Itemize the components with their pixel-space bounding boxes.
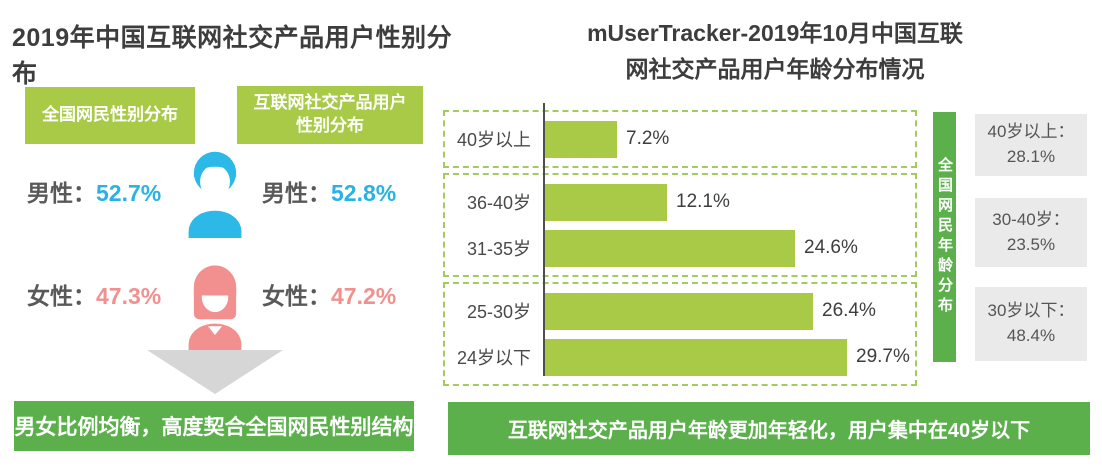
right-title-line2: 网社交产品用户年龄分布情况 — [625, 55, 925, 82]
header-national-gender: 全国网民性别分布 — [25, 87, 195, 144]
national-female-stat: 女性：47.3% — [27, 277, 161, 311]
header-social-gender-line2: 性别分布 — [296, 116, 364, 135]
national-female-value: 47.3% — [96, 283, 162, 309]
right-conclusion-banner: 互联网社交产品用户年龄更加年轻化，用户集中在40岁以下 — [448, 402, 1090, 455]
ref-box-over40-text: 40岁以上：28.1% — [987, 122, 1075, 166]
social-female-value: 47.2% — [331, 283, 397, 309]
category-label: 36-40岁 — [466, 193, 531, 213]
right-conclusion-text: 互联网社交产品用户年龄更加年轻化，用户集中在40岁以下 — [507, 420, 1031, 442]
national-male-value: 52.7% — [96, 180, 162, 206]
bar-row: 36-40岁 12.1% — [445, 179, 915, 225]
left-conclusion-text: 男女比例均衡，高度契合全国网民性别结构 — [14, 416, 414, 439]
category-label: 40岁以上 — [456, 130, 531, 150]
age-group-box-over40: 40岁以上 7.2% — [443, 110, 917, 168]
bar-25-30 — [544, 292, 813, 330]
value-label: 29.7% — [856, 346, 910, 367]
bar-row: 24岁以下 29.7% — [445, 334, 915, 380]
social-female-label: 女性： — [262, 283, 331, 309]
age-group-box-under30: 25-30岁 26.4% 24岁以下 29.7% — [443, 282, 917, 386]
social-female-stat: 女性：47.2% — [262, 277, 396, 311]
bar-row: 40岁以上 7.2% — [445, 116, 915, 162]
age-group-box-31-40: 36-40岁 12.1% 31-35岁 24.6% — [443, 173, 917, 277]
female-person-icon — [183, 262, 247, 355]
header-social-gender-line1: 互联网社交产品用户 — [253, 93, 407, 113]
national-age-sidebar-label: 全国网民年龄分布 — [936, 157, 953, 317]
social-male-value: 52.8% — [331, 180, 397, 206]
value-label: 24.6% — [804, 237, 858, 258]
y-axis-line — [543, 103, 545, 376]
national-age-sidebar: 全国网民年龄分布 — [933, 112, 956, 362]
male-person-icon — [183, 150, 247, 243]
social-male-stat: 男性：52.8% — [262, 174, 396, 208]
ref-box-30-40: 30-40岁：23.5% — [975, 198, 1087, 267]
national-female-label: 女性： — [27, 283, 96, 309]
age-bar-chart: 40岁以上 7.2% 36-40岁 12.1% 31-35岁 24.6% — [443, 103, 917, 391]
left-conclusion-banner: 男女比例均衡，高度契合全国网民性别结构 — [14, 401, 414, 451]
category-label: 24岁以下 — [456, 348, 531, 368]
bar-over40 — [544, 120, 617, 158]
ref-box-30-40-text: 30-40岁：23.5% — [992, 209, 1070, 254]
ref-box-under30-text: 30岁以下：48.4% — [987, 301, 1075, 345]
bar-31-35 — [544, 229, 795, 267]
national-male-label: 男性： — [27, 180, 96, 206]
value-label: 12.1% — [676, 191, 730, 212]
national-male-stat: 男性：52.7% — [27, 174, 161, 208]
bar-under24 — [544, 338, 847, 376]
ref-box-over40: 40岁以上：28.1% — [975, 114, 1087, 176]
bar-row: 31-35岁 24.6% — [445, 225, 915, 271]
social-male-label: 男性： — [262, 180, 331, 206]
left-panel-title: 2019年中国互联网社交产品用户性别分布 — [12, 24, 453, 88]
ref-box-under30: 30岁以下：48.4% — [975, 287, 1087, 361]
down-arrow-icon — [147, 350, 283, 394]
category-label: 25-30岁 — [466, 302, 531, 322]
right-panel-title: mUserTracker-2019年10月中国互联 网社交产品用户年龄分布情况 — [455, 16, 1095, 87]
right-title-line1: mUserTracker-2019年10月中国互联 — [587, 20, 963, 46]
category-label: 31-35岁 — [466, 239, 531, 259]
value-label: 26.4% — [822, 300, 876, 321]
bar-36-40 — [544, 183, 667, 221]
bar-row: 25-30岁 26.4% — [445, 288, 915, 334]
header-national-gender-label: 全国网民性别分布 — [42, 105, 178, 125]
header-social-gender: 互联网社交产品用户 性别分布 — [237, 86, 423, 144]
value-label: 7.2% — [626, 128, 670, 149]
